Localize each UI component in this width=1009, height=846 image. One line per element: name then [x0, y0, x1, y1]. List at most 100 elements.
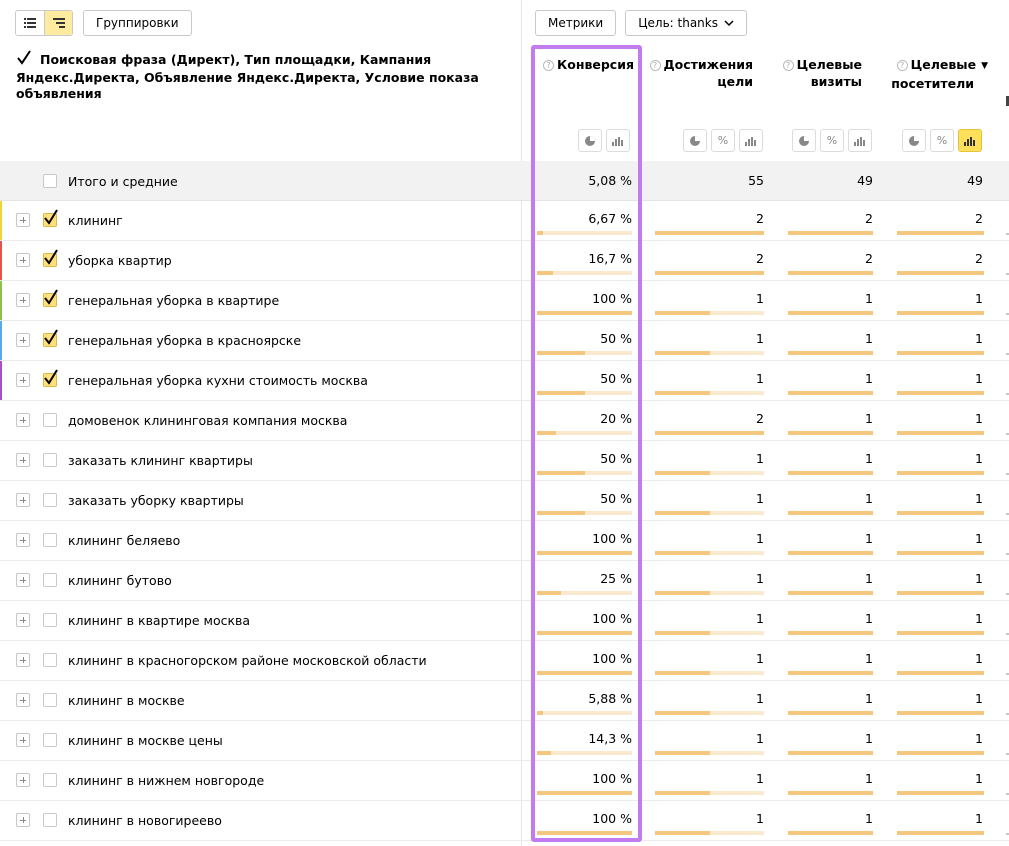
row-label[interactable]: клининг беляево	[68, 533, 181, 548]
table-row[interactable]: уборка квартир 16,7 % 2 2 2	[0, 241, 1009, 281]
table-row[interactable]: клининг беляево 100 % 1 1 1	[0, 521, 1009, 561]
row-label[interactable]: заказать клининг квартиры	[68, 453, 253, 468]
row-label[interactable]: домовенок клининговая компания москва	[68, 413, 348, 428]
cell-target-visitors: 1	[975, 771, 983, 786]
expand-icon[interactable]	[16, 693, 30, 707]
totals-row[interactable]: Итого и средние 5,08 % 55 49 49	[0, 161, 1009, 201]
table-row[interactable]: генеральная уборка в квартире 100 % 1 1 1	[0, 281, 1009, 321]
row-label[interactable]: клининг в москве	[68, 693, 185, 708]
cell-target-visitors: 2	[975, 251, 983, 266]
expand-icon[interactable]	[16, 453, 30, 467]
row-label[interactable]: генеральная уборка в красноярске	[68, 333, 302, 348]
table-row[interactable]: генеральная уборка кухни стоимость москв…	[0, 361, 1009, 401]
row-label[interactable]: генеральная уборка кухни стоимость москв…	[68, 373, 368, 388]
expand-icon[interactable]	[16, 533, 30, 547]
row-checkbox[interactable]	[43, 209, 58, 227]
expand-icon[interactable]	[16, 493, 30, 507]
table-row[interactable]: клининг бутово 25 % 1 1 1	[0, 561, 1009, 601]
column-header-target-visitors[interactable]: ? Целевые ▼ посетители	[891, 57, 988, 91]
table-row[interactable]: клининг 6,67 % 2 2 2	[0, 201, 1009, 241]
table-row[interactable]: клининг в новогиреево 100 % 1 1 1	[0, 801, 1009, 841]
header-checkbox[interactable]	[16, 50, 32, 70]
row-label[interactable]: Итого и средние	[68, 174, 178, 189]
table-row[interactable]: генеральная уборка в красноярске 50 % 1 1 1	[0, 321, 1009, 361]
row-label[interactable]: клининг в москве цены	[68, 733, 223, 748]
row-checkbox[interactable]	[43, 369, 58, 387]
row-label[interactable]: клининг в новогиреево	[68, 813, 222, 828]
expand-icon[interactable]	[16, 413, 30, 427]
expand-icon[interactable]	[16, 733, 30, 747]
table-row[interactable]: заказать уборку квартиры 50 % 1 1 1	[0, 481, 1009, 521]
row-checkbox[interactable]	[43, 329, 58, 347]
column-header-conversion[interactable]: ? Конверсия	[538, 56, 634, 73]
table-row[interactable]: клининг в красногорском районе московско…	[0, 641, 1009, 681]
expand-icon[interactable]	[16, 653, 30, 667]
help-icon[interactable]: ?	[896, 60, 908, 71]
pie-chart-icon[interactable]	[578, 129, 602, 152]
row-checkbox[interactable]	[43, 653, 57, 667]
row-checkbox[interactable]	[43, 773, 57, 787]
sort-desc-icon[interactable]: ▼	[981, 61, 988, 71]
row-checkbox[interactable]	[43, 733, 57, 747]
row-label[interactable]: клининг в нижнем новгороде	[68, 773, 265, 788]
expand-icon[interactable]	[16, 573, 30, 587]
row-label[interactable]: клининг бутово	[68, 573, 172, 588]
row-checkbox[interactable]	[43, 693, 57, 707]
pie-chart-icon[interactable]	[792, 129, 816, 152]
table-row[interactable]: клининг в квартире москва 100 % 1 1 1	[0, 601, 1009, 641]
row-checkbox[interactable]	[43, 174, 57, 188]
expand-icon[interactable]	[16, 813, 30, 827]
goal-select[interactable]: Цель: thanks	[625, 10, 747, 36]
row-checkbox[interactable]	[43, 533, 57, 547]
row-checkbox[interactable]	[43, 573, 57, 587]
row-checkbox[interactable]	[43, 453, 57, 467]
metrics-button[interactable]: Метрики	[535, 10, 617, 36]
row-checkbox[interactable]	[43, 249, 58, 267]
series-color-stripe	[0, 361, 2, 400]
pie-chart-icon[interactable]	[902, 129, 926, 152]
bar-chart-icon[interactable]	[739, 129, 763, 152]
expand-icon[interactable]	[16, 293, 30, 307]
help-icon[interactable]: ?	[543, 60, 555, 71]
table-row[interactable]: клининг в москве цены 14,3 % 1 1 1	[0, 721, 1009, 761]
row-label[interactable]: заказать уборку квартиры	[68, 493, 244, 508]
bar-chart-icon[interactable]	[848, 129, 872, 152]
table-row[interactable]: заказать клининг квартиры 50 % 1 1 1	[0, 441, 1009, 481]
table-row[interactable]: клининг в москве 5,88 % 1 1 1	[0, 681, 1009, 721]
bar-chart-icon[interactable]	[606, 129, 630, 152]
expand-icon[interactable]	[16, 333, 30, 347]
expand-icon[interactable]	[16, 773, 30, 787]
cell-goal-reaches: 1	[756, 811, 764, 826]
pie-chart-icon[interactable]	[683, 129, 707, 152]
table-row[interactable]: домовенок клининговая компания москва 20 …	[0, 401, 1009, 441]
expand-icon[interactable]	[16, 613, 30, 627]
percent-icon[interactable]: %	[711, 129, 735, 152]
expand-icon[interactable]	[16, 253, 30, 267]
list-view-button[interactable]	[16, 11, 44, 35]
bar-chart-icon[interactable]	[958, 129, 982, 152]
cell-target-visits: 49	[857, 173, 873, 188]
column-header-goal-reaches[interactable]: ? Достижения цели	[647, 56, 753, 90]
percent-icon[interactable]: %	[820, 129, 844, 152]
column-header-target-visits[interactable]: ? Целевые визиты	[774, 56, 862, 90]
row-checkbox[interactable]	[43, 289, 58, 307]
expand-icon[interactable]	[16, 373, 30, 387]
help-icon[interactable]: ?	[649, 60, 661, 71]
row-label[interactable]: генеральная уборка в квартире	[68, 293, 280, 308]
help-icon[interactable]: ?	[782, 60, 794, 71]
groupings-button[interactable]: Группировки	[83, 10, 192, 36]
value-bar	[537, 311, 632, 315]
row-checkbox[interactable]	[43, 413, 57, 427]
cell-target-visitors: 1	[975, 451, 983, 466]
table-row[interactable]: клининг в нижнем новгороде 100 % 1 1 1	[0, 761, 1009, 801]
row-checkbox[interactable]	[43, 493, 57, 507]
row-checkbox[interactable]	[43, 613, 57, 627]
tree-view-button[interactable]	[44, 11, 72, 35]
row-label[interactable]: клининг в квартире москва	[68, 613, 251, 628]
row-label[interactable]: клининг	[68, 213, 123, 228]
row-label[interactable]: клининг в красногорском районе московско…	[68, 653, 427, 668]
percent-icon[interactable]: %	[930, 129, 954, 152]
row-label[interactable]: уборка квартир	[68, 253, 172, 268]
expand-icon[interactable]	[16, 213, 30, 227]
row-checkbox[interactable]	[43, 813, 57, 827]
